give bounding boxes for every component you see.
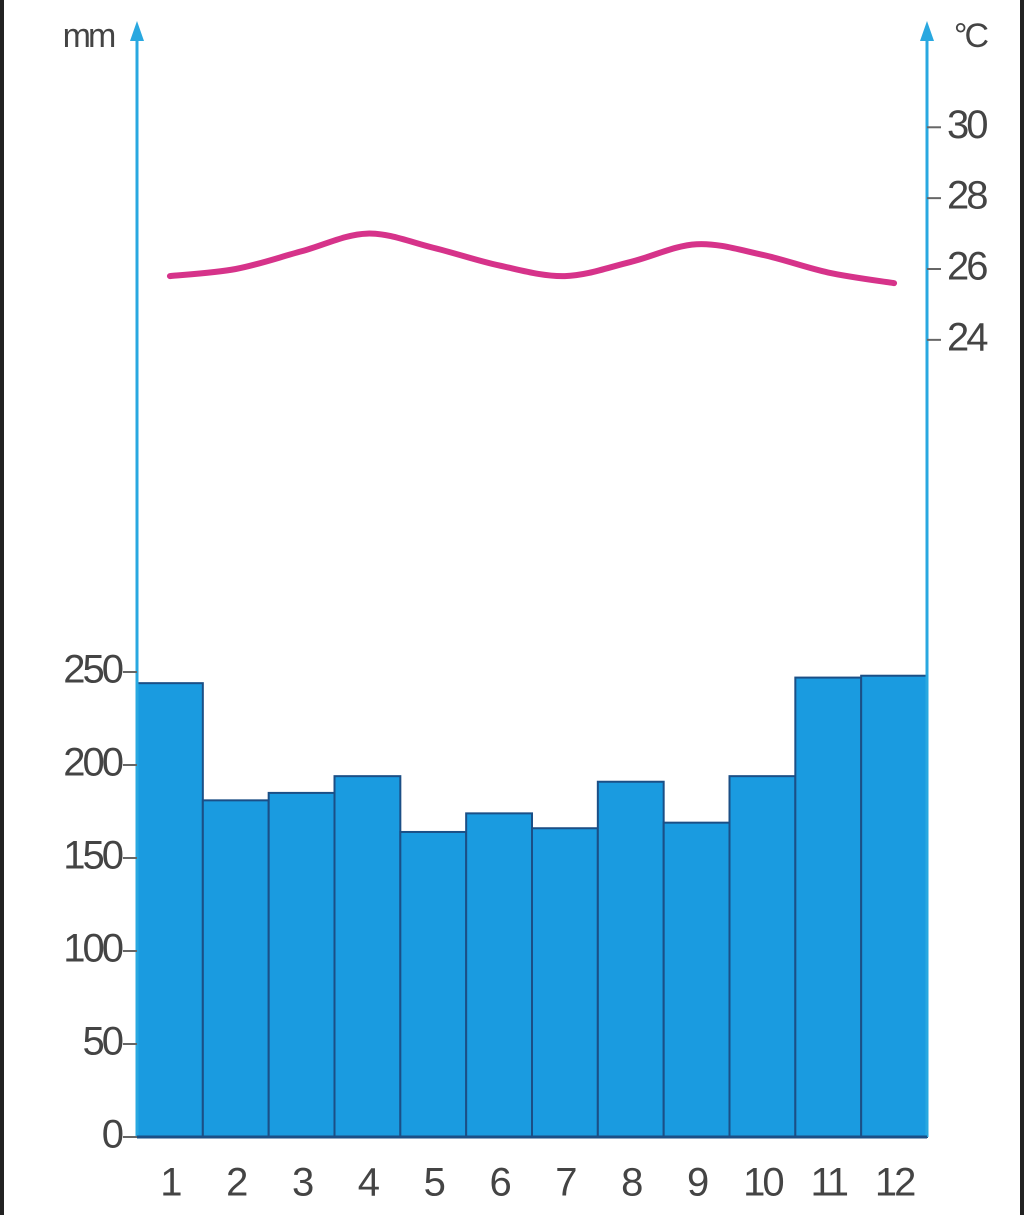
x-tick-label: 2: [226, 1161, 247, 1205]
bar: [531, 827, 599, 1138]
y-tick-label: 150: [63, 834, 122, 878]
bar: [267, 791, 336, 1139]
x-tick-label: 4: [358, 1161, 380, 1205]
bar: [136, 682, 204, 1138]
temperature-line: [166, 230, 898, 287]
y-tick-label: 200: [63, 741, 122, 785]
y-tick-label: 0: [102, 1113, 123, 1157]
frame-left: [0, 0, 4, 1215]
y-tick-label: 50: [83, 1020, 123, 1064]
x-tick-label: 10: [743, 1161, 783, 1205]
y2-tick-label: 30: [947, 103, 987, 147]
y2-axis-arrow: [920, 21, 934, 41]
x-tick-label: 3: [292, 1161, 313, 1205]
bar: [399, 830, 468, 1139]
y-tick-label: 250: [63, 648, 122, 692]
x-tick-label: 9: [687, 1161, 708, 1205]
bar: [728, 775, 797, 1138]
bar: [465, 812, 533, 1138]
x-tick-label: 1: [160, 1161, 181, 1205]
bar: [201, 799, 270, 1139]
bar: [333, 775, 402, 1138]
x-tick-label: 8: [621, 1161, 642, 1205]
bar: [596, 780, 665, 1138]
frame-right: [1020, 0, 1024, 1215]
y2-axis-label: °C: [954, 17, 989, 55]
bar: [794, 676, 863, 1139]
x-tick-label: 6: [489, 1161, 510, 1205]
y-axis-label: mm: [63, 17, 115, 55]
y2-tick-label: 24: [947, 315, 988, 359]
y-tick-label: 100: [63, 927, 122, 971]
y-axis-arrow: [130, 21, 144, 41]
bar: [662, 821, 731, 1138]
x-tick-label: 11: [810, 1161, 847, 1205]
bar: [860, 674, 929, 1138]
x-tick-label: 12: [875, 1161, 915, 1205]
y2-tick-label: 28: [947, 174, 987, 218]
x-tick-label: 5: [424, 1161, 445, 1205]
y2-tick-label: 26: [947, 245, 987, 289]
x-tick-label: 7: [555, 1161, 576, 1205]
